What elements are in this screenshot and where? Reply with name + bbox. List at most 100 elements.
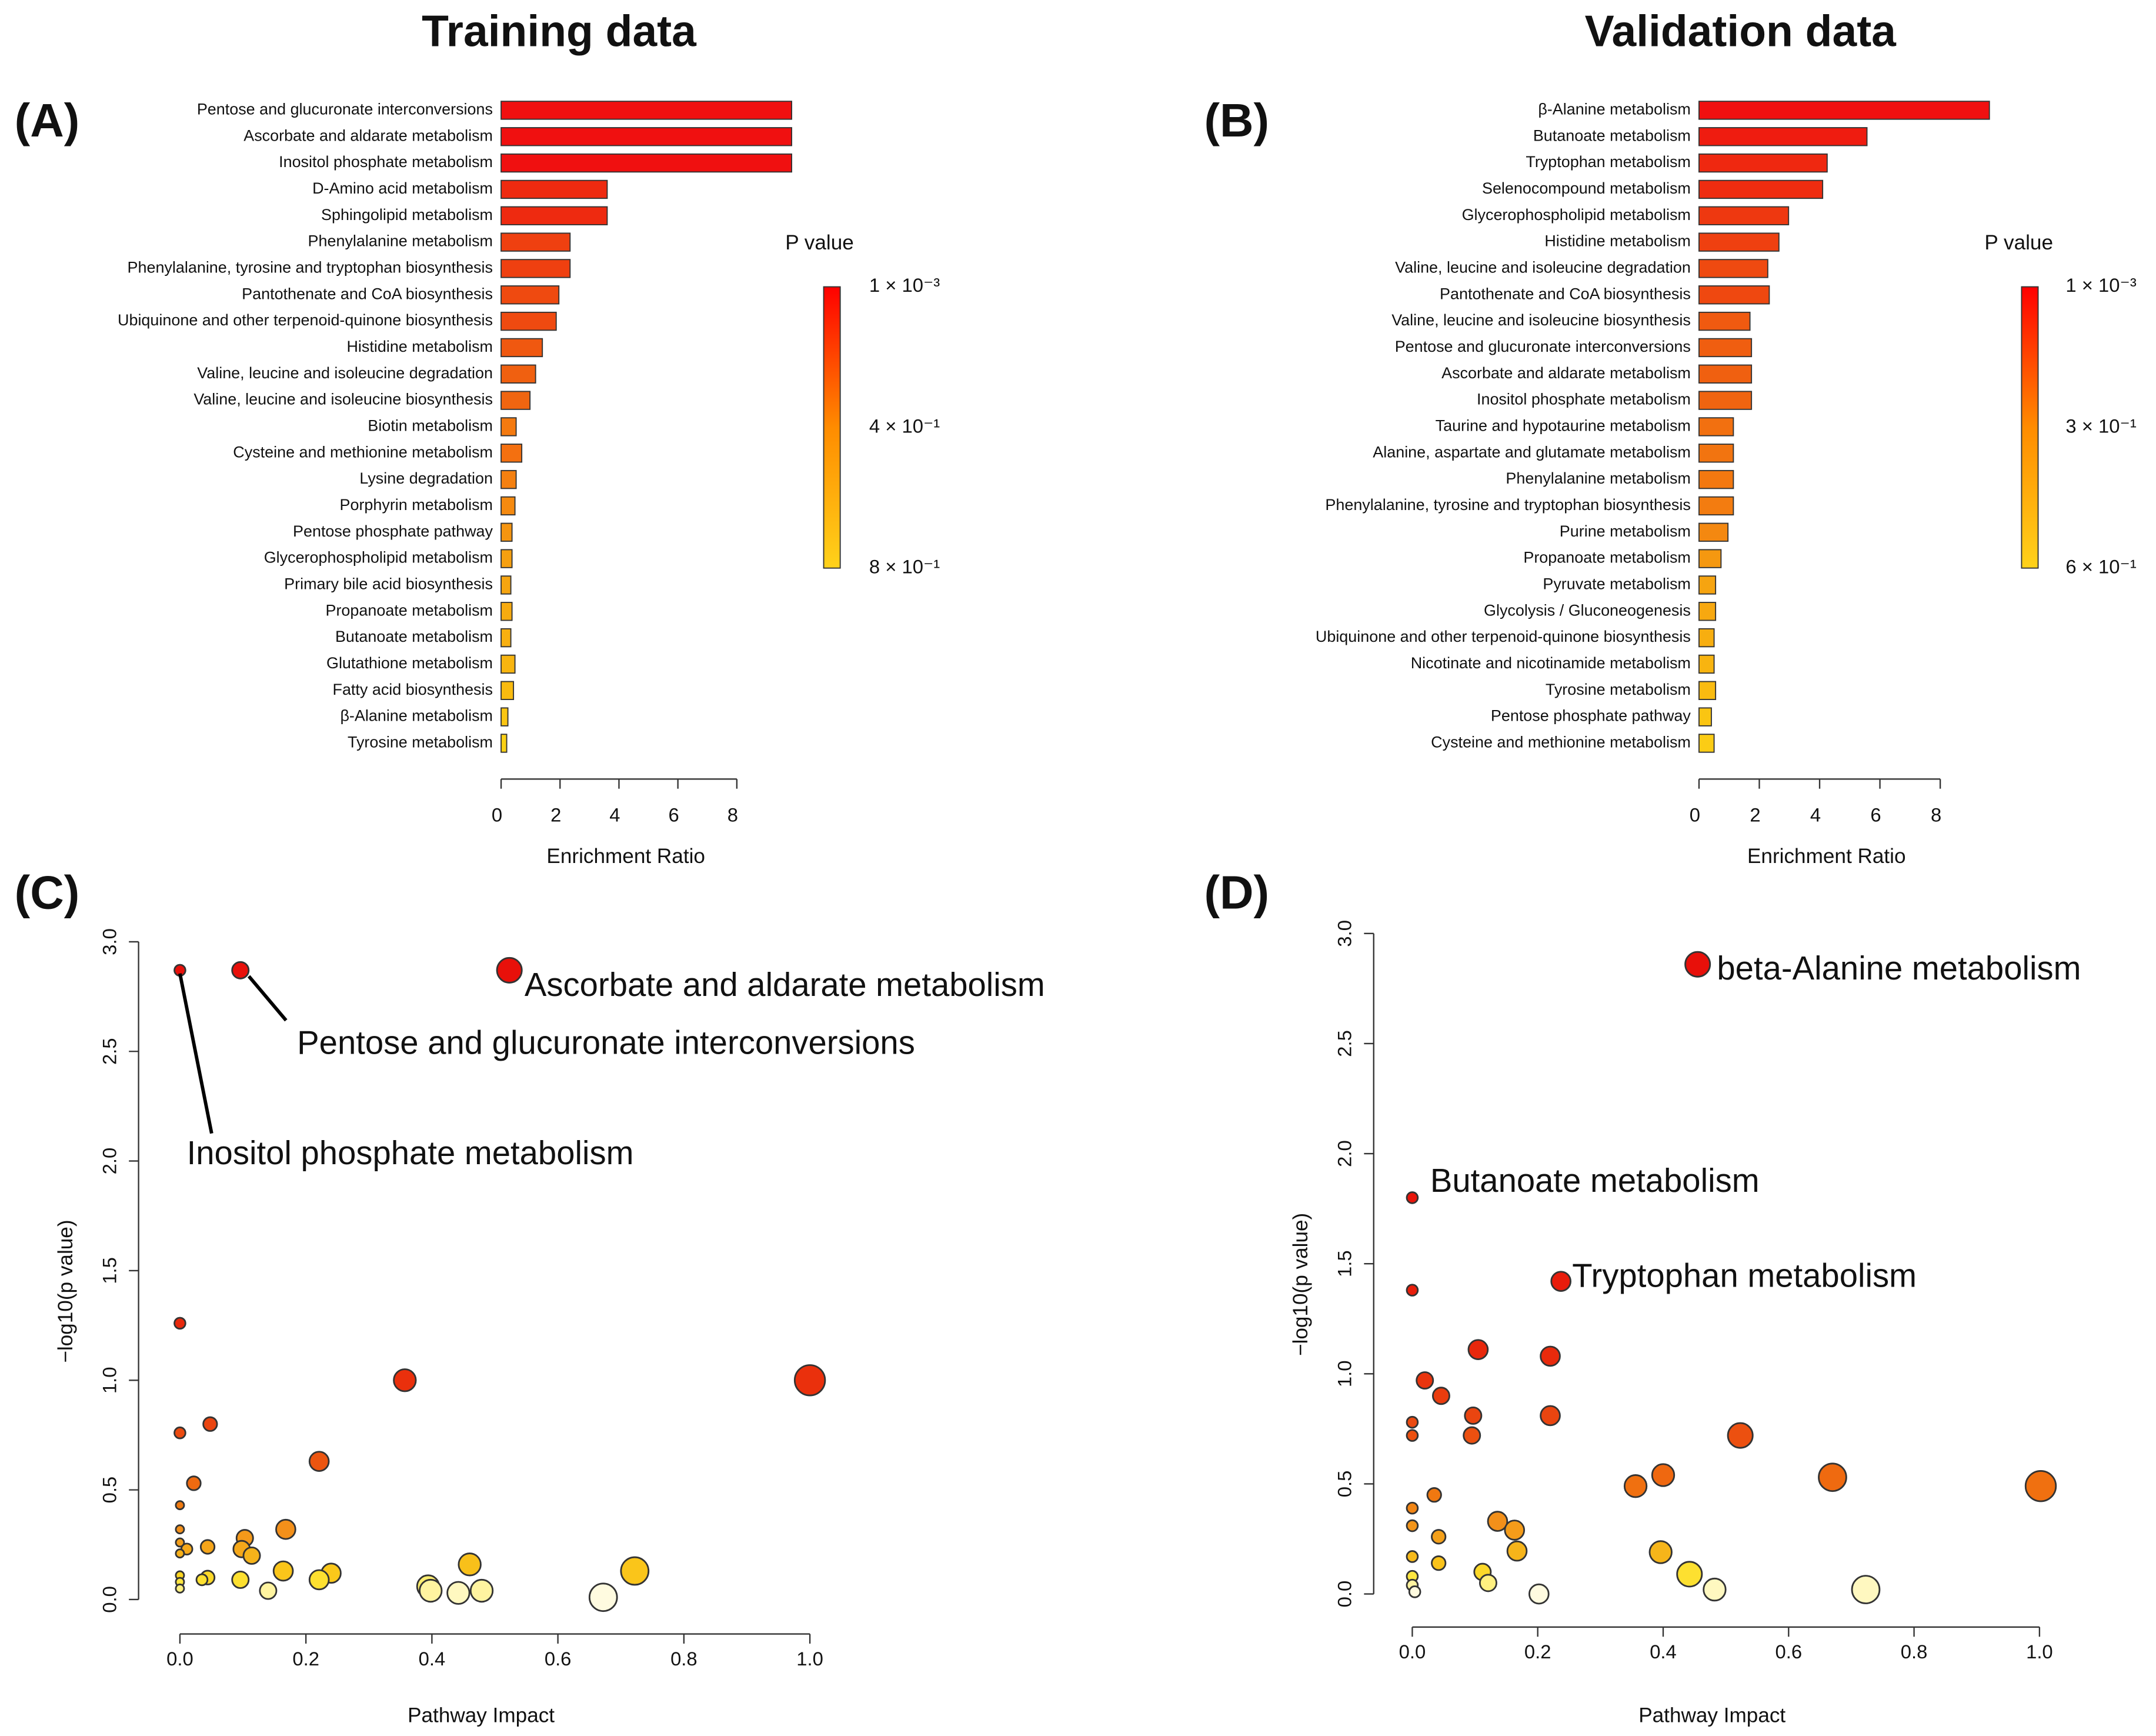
annotation: Inositol phosphate metabolism — [187, 1134, 634, 1171]
category-label: Purine metabolism — [1560, 522, 1691, 540]
category-label: Biotin metabolism — [368, 417, 493, 435]
y-tick-label: 0.5 — [1334, 1471, 1356, 1498]
category-label: Valine, leucine and isoleucine degradati… — [1395, 259, 1691, 276]
bubble — [1406, 1429, 1419, 1442]
colorbar-title: P value — [785, 231, 854, 254]
bubble — [175, 1524, 185, 1535]
colorbar-label: 8 × 10⁻¹ — [869, 555, 940, 577]
x-tick-label: 4 — [1810, 804, 1821, 825]
x-tick-label: 4 — [609, 804, 620, 825]
bubble — [1540, 1405, 1561, 1427]
bar — [1698, 496, 1734, 516]
bubble — [620, 1556, 650, 1586]
category-label: Inositol phosphate metabolism — [1477, 391, 1691, 408]
y-tick-label: 1.0 — [98, 1367, 120, 1394]
bar — [1698, 707, 1712, 727]
category-label: Butanoate metabolism — [1533, 126, 1691, 144]
bar — [500, 575, 512, 595]
y-tick-label: 1.5 — [1334, 1250, 1356, 1277]
x-tick-label: 0 — [492, 804, 502, 825]
annotation: beta-Alanine metabolism — [1717, 949, 2081, 987]
y-tick-label: 2.5 — [1334, 1030, 1356, 1057]
bubble — [1406, 1519, 1419, 1532]
bubble — [259, 1581, 278, 1600]
bubble — [308, 1451, 330, 1472]
category-label: Nicotinate and nicotinamide metabolism — [1411, 654, 1691, 672]
category-label: Tyrosine metabolism — [1546, 681, 1691, 698]
bubble — [175, 1548, 185, 1559]
bubble — [1464, 1406, 1483, 1425]
bubble — [1406, 1284, 1419, 1297]
x-tick-label: 6 — [1870, 804, 1881, 825]
bar — [1698, 417, 1734, 437]
bar — [1698, 206, 1790, 225]
bubble — [1648, 1540, 1673, 1564]
category-label: Phenylalanine metabolism — [308, 232, 493, 250]
y-tick-label: 0.0 — [98, 1586, 120, 1613]
x-tick-label: 0.4 — [1650, 1641, 1677, 1662]
bar — [500, 549, 513, 568]
bubble — [272, 1560, 294, 1582]
bar — [1698, 127, 1868, 146]
bubble — [1703, 1577, 1727, 1602]
bubble — [308, 1569, 330, 1591]
category-label: Lysine degradation — [359, 469, 493, 487]
bar — [500, 734, 508, 753]
panel-label: (D) — [1204, 867, 1269, 919]
bubble — [1851, 1575, 1881, 1604]
y-axis-label: −log10(p value) — [54, 1219, 77, 1362]
bubble — [173, 1426, 186, 1440]
bar — [1698, 285, 1770, 305]
bubble — [1540, 1345, 1561, 1367]
category-label: Histidine metabolism — [346, 338, 493, 355]
bar — [1698, 681, 1717, 700]
bubble — [1676, 1561, 1703, 1588]
bar — [1698, 549, 1722, 568]
bar — [1698, 232, 1780, 252]
y-tick-label: 1.5 — [98, 1257, 120, 1284]
x-tick-label: 0.0 — [166, 1648, 193, 1670]
bubble — [195, 1573, 209, 1587]
y-tick-label: 3.0 — [98, 928, 120, 955]
category-label: Phenylalanine metabolism — [1506, 469, 1690, 487]
panel-label: (C) — [15, 867, 80, 919]
bar — [1698, 101, 1990, 120]
bubble — [419, 1578, 443, 1603]
category-label: β-Alanine metabolism — [340, 707, 493, 725]
category-label: D-Amino acid metabolism — [312, 179, 493, 197]
category-label: Tryptophan metabolism — [1526, 153, 1690, 171]
bubble — [393, 1368, 417, 1392]
bubble — [1431, 1387, 1450, 1405]
bar — [500, 179, 608, 199]
bar — [500, 654, 516, 674]
bar — [1698, 522, 1729, 542]
bar — [500, 391, 531, 410]
category-label: Alanine, aspartate and glutamate metabol… — [1373, 443, 1691, 461]
category-label: Valine, leucine and isoleucine biosynthe… — [193, 391, 493, 408]
category-label: β-Alanine metabolism — [1538, 101, 1691, 118]
bar — [500, 707, 509, 727]
bubble — [1623, 1474, 1648, 1498]
bar — [500, 681, 515, 700]
category-label: Cysteine and methionine metabolism — [1431, 734, 1691, 751]
bubble — [1426, 1487, 1442, 1503]
x-tick-label: 1.0 — [796, 1648, 823, 1670]
bubble — [588, 1582, 618, 1612]
bubble — [1487, 1511, 1508, 1532]
x-tick-label: 0.6 — [545, 1648, 572, 1670]
y-tick-label: 2.5 — [98, 1038, 120, 1065]
bubble — [199, 1539, 216, 1555]
bubble — [231, 1570, 250, 1589]
y-tick-label: 0.0 — [1334, 1581, 1356, 1608]
bubble — [202, 1416, 218, 1432]
x-tick-label: 0.0 — [1399, 1641, 1426, 1662]
bubble — [231, 961, 250, 979]
category-label: Pentose phosphate pathway — [1491, 707, 1691, 725]
bubble — [275, 1518, 296, 1540]
colorbar — [823, 286, 841, 569]
bubble — [1479, 1574, 1497, 1592]
bar — [1698, 153, 1828, 173]
bubble — [1550, 1271, 1571, 1292]
bubble — [1818, 1462, 1847, 1492]
